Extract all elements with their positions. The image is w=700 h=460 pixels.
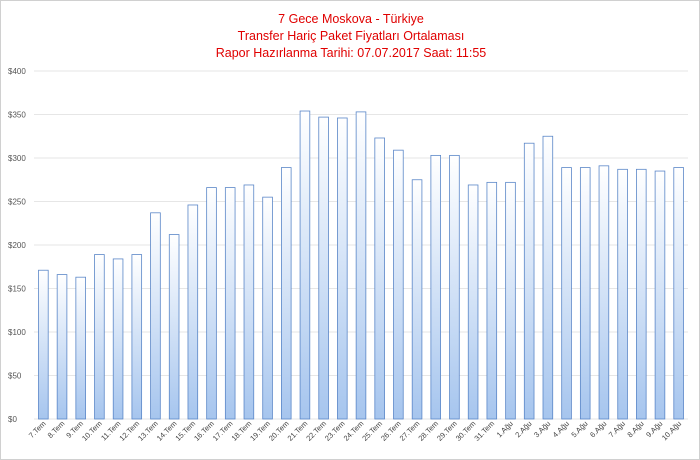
x-axis-ticks: 7.Tem8.Tem9.Tem10.Tem11.Tem12.Tem13.Tem1… (27, 419, 683, 443)
bar (523, 142, 535, 420)
y-tick-label: $150 (8, 285, 26, 294)
bar (262, 196, 273, 420)
x-tick-label: 10.Tem (80, 419, 104, 443)
chart-title: 7 Gece Moskova - Türkiye (278, 12, 424, 26)
y-tick-label: $50 (8, 372, 22, 381)
x-tick-label: 8.Tem (46, 419, 67, 440)
y-tick-label: $350 (8, 111, 26, 120)
bar (355, 111, 367, 420)
x-tick-label: 5.Ağu (569, 419, 589, 439)
bar (673, 167, 684, 420)
bar (393, 149, 404, 420)
bar (374, 137, 385, 420)
bar (411, 179, 423, 420)
x-tick-label: 6.Ağu (588, 419, 608, 439)
bar (150, 212, 161, 420)
bar (94, 254, 105, 420)
bar (486, 181, 498, 420)
y-tick-label: $0 (8, 415, 17, 424)
x-tick-label: 7.Tem (27, 419, 48, 440)
x-tick-label: 7.Ağu (607, 419, 627, 439)
x-tick-label: 4.Ağu (551, 419, 571, 439)
y-tick-label: $200 (8, 241, 26, 250)
bar (579, 167, 591, 420)
bar (131, 254, 143, 420)
bar (280, 167, 292, 420)
bar (467, 184, 479, 420)
bar (318, 116, 329, 420)
y-axis-ticks: $0 $50 $100 $150 $200 $250 $300 $350 $400 (8, 67, 26, 424)
bar (206, 187, 217, 420)
bar (187, 204, 199, 420)
x-tick-label: 10.Ağu (660, 419, 683, 442)
bar (299, 110, 311, 420)
bar (598, 165, 610, 420)
x-tick-label: 8.Ağu (625, 419, 645, 439)
bar (654, 170, 666, 420)
bar (561, 167, 572, 420)
bar (617, 168, 628, 420)
bar (542, 135, 554, 420)
bar (505, 181, 516, 420)
bars (38, 110, 684, 420)
y-tick-label: $100 (8, 328, 26, 337)
bar (243, 184, 255, 420)
report-date: Rapor Hazırlanma Tarihi: 07.07.2017 Saat… (215, 46, 487, 60)
y-tick-label: $250 (8, 198, 26, 207)
bar (337, 117, 348, 420)
chart-titles: 7 Gece Moskova - Türkiye Transfer Hariç … (1, 11, 700, 62)
y-tick-label: $400 (8, 67, 26, 76)
x-tick-label: 2.Ağu (513, 419, 533, 439)
bar (430, 154, 442, 420)
bar (224, 187, 236, 420)
chart-subtitle: Transfer Hariç Paket Fiyatları Ortalamas… (237, 29, 465, 43)
bar (112, 258, 124, 420)
bar (636, 168, 647, 420)
bar (75, 276, 86, 420)
bar (449, 154, 460, 420)
bar (168, 234, 180, 420)
x-tick-label: 3.Ağu (532, 419, 552, 439)
bar (38, 269, 49, 420)
x-tick-label: 31.Tem (472, 419, 496, 443)
bar (56, 274, 68, 420)
y-tick-label: $300 (8, 154, 26, 163)
x-tick-label: 1.Ağu (495, 419, 515, 439)
